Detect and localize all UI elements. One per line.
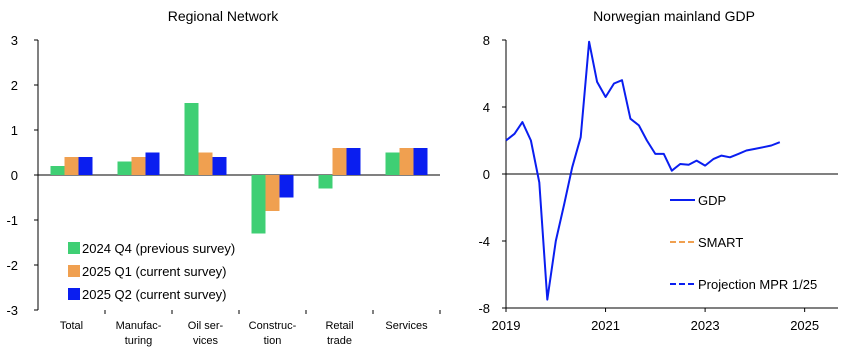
left-chart-panel: Regional Network -3 -2 -1 0 1 2 3 Total Manufac-t… xyxy=(6,8,441,347)
left-x-tick-label: Services xyxy=(385,320,428,332)
bar-3-1 xyxy=(78,157,93,175)
line-series-1 xyxy=(505,40,781,301)
bar-1-3 xyxy=(184,103,199,175)
right-legend-label-1: GDP xyxy=(698,193,726,208)
left-x-tick-label: Construc-tion xyxy=(249,320,297,347)
bar-2-4 xyxy=(265,175,280,211)
legend-swatch-3 xyxy=(68,288,80,300)
right-y-tick-label: -4 xyxy=(478,234,490,249)
left-x-tick-label-line: tion xyxy=(264,335,282,347)
bar-1-5 xyxy=(318,175,333,189)
right-x-tick-label: 2025 xyxy=(790,318,819,333)
left-chart-title: Regional Network xyxy=(168,8,279,24)
left-x-tick-label-line: vices xyxy=(193,335,219,347)
right-x-tick-label: 2019 xyxy=(492,318,521,333)
left-y-tick-label: 1 xyxy=(11,123,18,138)
left-x-tick-label-line: Retail xyxy=(325,320,353,332)
left-x-tick-label-line: Oil ser- xyxy=(188,320,224,332)
bar-1-4 xyxy=(251,175,266,234)
left-x-tick-label: Total xyxy=(60,320,83,332)
bar-2-3 xyxy=(198,152,213,175)
left-x-tick-label-line: trade xyxy=(327,335,352,347)
bar-1-1 xyxy=(50,166,65,175)
left-y-tick-label: -3 xyxy=(6,303,18,318)
left-x-tick-label-line: Services xyxy=(385,320,428,332)
left-x-tick-label: Manufac-turing xyxy=(116,320,162,347)
left-y-tick-label: -2 xyxy=(6,258,18,273)
legend-label-2: 2025 Q1 (current survey) xyxy=(82,264,227,279)
left-y-tick-label: 2 xyxy=(11,78,18,93)
legend-label-1: 2024 Q4 (previous survey) xyxy=(82,241,235,256)
legend-label-3: 2025 Q2 (current survey) xyxy=(82,287,227,302)
legend-swatch-1 xyxy=(68,242,80,254)
right-legend-label-2: SMART xyxy=(698,235,743,250)
bar-2-2 xyxy=(131,157,146,175)
right-y-tick-label: 0 xyxy=(483,167,490,182)
bar-3-2 xyxy=(145,152,160,175)
left-y-tick-label: -1 xyxy=(6,213,18,228)
right-x-tick-label: 2023 xyxy=(691,318,720,333)
bar-3-6 xyxy=(413,148,428,175)
right-chart-panel: Norwegian mainland GDP -8 -4 0 4 8 2019 2021 202… xyxy=(478,8,838,333)
left-x-tick-label-line: turing xyxy=(125,335,153,347)
bar-2-6 xyxy=(399,148,414,175)
right-legend-label-3: Projection MPR 1/25 xyxy=(698,277,817,292)
left-x-tick-label-line: Total xyxy=(60,320,83,332)
left-x-tick-label-line: Construc- xyxy=(249,320,297,332)
right-y-tick-label: 4 xyxy=(483,100,490,115)
bar-3-5 xyxy=(346,148,361,175)
left-y-tick-label: 3 xyxy=(11,33,18,48)
right-y-tick-label: 8 xyxy=(483,33,490,48)
left-y-tick-label: 0 xyxy=(11,168,18,183)
right-y-tick-label: -8 xyxy=(478,301,490,316)
bar-3-4 xyxy=(279,175,294,198)
legend-swatch-2 xyxy=(68,265,80,277)
left-x-tick-label-line: Manufac- xyxy=(116,320,162,332)
bar-2-5 xyxy=(332,148,347,175)
bar-3-3 xyxy=(212,157,227,175)
right-x-tick-label: 2021 xyxy=(591,318,620,333)
bar-1-6 xyxy=(385,152,400,175)
bar-2-1 xyxy=(64,157,79,175)
right-chart-title: Norwegian mainland GDP xyxy=(593,8,755,24)
left-x-tick-label: Retail trade xyxy=(325,320,353,347)
bar-1-2 xyxy=(117,161,132,175)
left-x-tick-label: Oil ser-vices xyxy=(188,320,224,347)
